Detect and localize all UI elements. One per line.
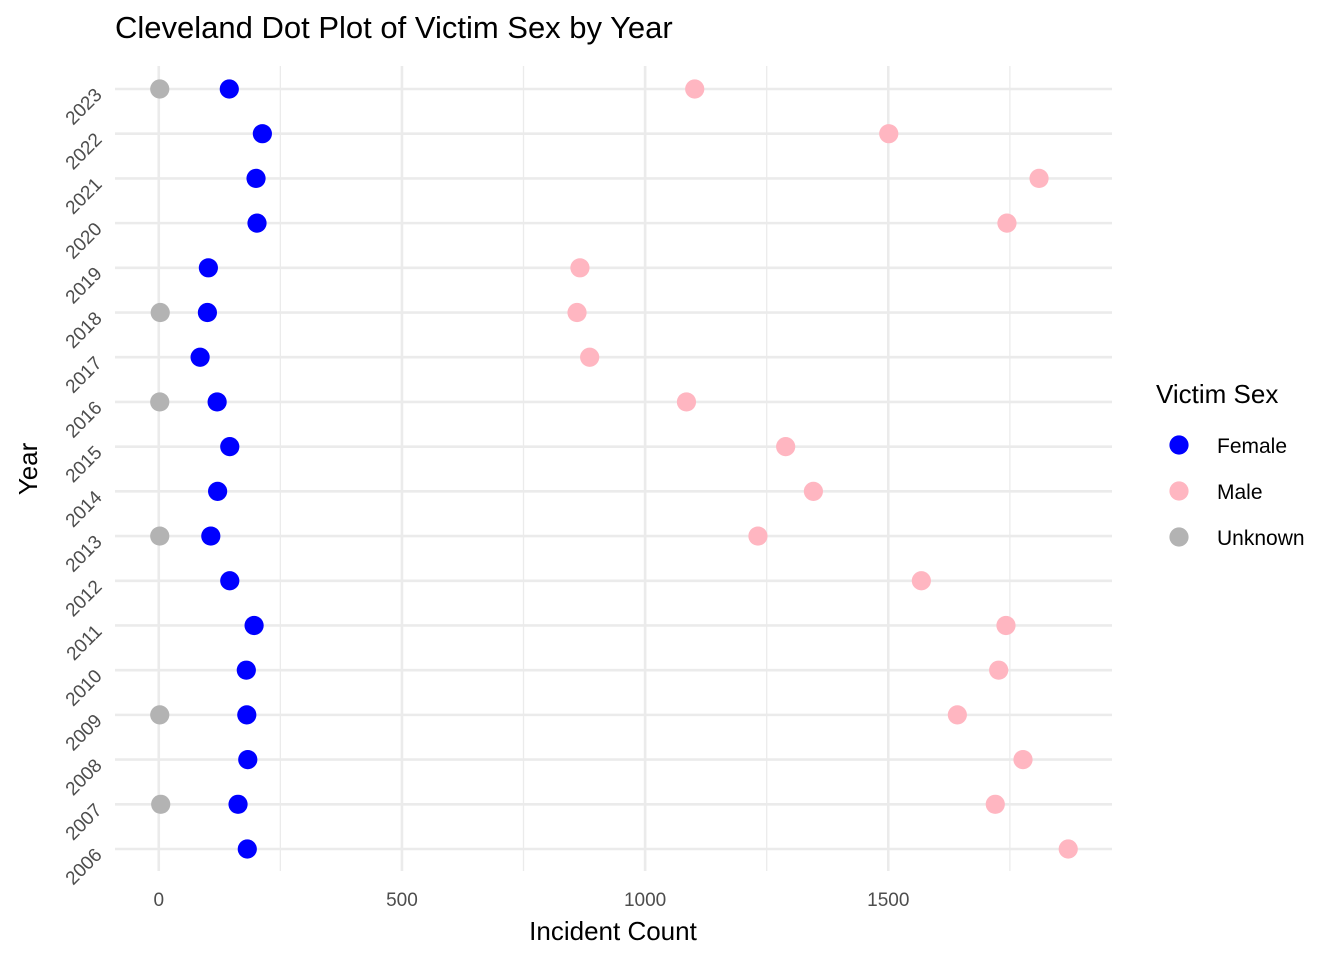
male-point-2022 xyxy=(879,124,899,144)
y-tick-label: 2015 xyxy=(62,442,107,487)
female-point-2019 xyxy=(198,258,218,278)
male-point-2015 xyxy=(776,437,796,457)
y-axis-title: Year xyxy=(13,442,43,495)
female-point-2006 xyxy=(237,839,257,859)
y-axis-ticks: 2006200720082009201020112012201320142015… xyxy=(62,85,107,890)
female-point-2009 xyxy=(237,705,257,725)
female-point-2007 xyxy=(228,794,248,814)
female-point-2018 xyxy=(197,302,218,323)
y-tick-label: 2020 xyxy=(62,219,107,264)
y-tick-label: 2012 xyxy=(62,576,107,621)
legend-key-female xyxy=(1169,435,1189,455)
male-point-2016 xyxy=(676,392,697,412)
legend-key-male xyxy=(1169,481,1189,501)
y-tick-label: 2011 xyxy=(63,621,107,665)
female-point-2021 xyxy=(246,168,266,189)
x-tick-label: 1500 xyxy=(867,890,909,911)
male-point-2007 xyxy=(985,794,1005,814)
y-tick-label: 2008 xyxy=(62,755,107,800)
female-point-2014 xyxy=(208,481,228,501)
unknown-point-2007 xyxy=(151,794,171,814)
female-point-2017 xyxy=(190,347,210,367)
x-axis-ticks: 0 500 1000 1500 xyxy=(153,890,909,911)
y-tick-label: 2023 xyxy=(62,85,107,130)
y-tick-label: 2014 xyxy=(62,487,107,532)
y-tick-label: 2016 xyxy=(62,398,107,443)
male-point-2019 xyxy=(570,258,590,278)
male-point-2013 xyxy=(748,526,768,546)
y-tick-label: 2017 xyxy=(62,353,107,398)
female-point-2015 xyxy=(220,437,240,457)
female-point-2011 xyxy=(244,615,264,636)
male-point-2020 xyxy=(997,213,1017,233)
y-tick-label: 2010 xyxy=(62,666,107,711)
x-tick-label: 500 xyxy=(386,890,418,911)
legend-label-unknown: Unknown xyxy=(1217,527,1305,550)
male-point-2010 xyxy=(989,660,1009,680)
x-axis-title: Incident Count xyxy=(529,916,697,946)
unknown-point-2009 xyxy=(150,705,170,725)
x-tick-label: 1000 xyxy=(624,890,666,911)
y-tick-label: 2022 xyxy=(62,129,107,174)
y-tick-label: 2009 xyxy=(62,711,107,756)
unknown-point-2018 xyxy=(150,302,170,323)
y-tick-label: 2007 xyxy=(62,800,107,845)
legend-label-female: Female xyxy=(1217,435,1287,458)
male-point-2006 xyxy=(1058,839,1078,859)
grid xyxy=(115,66,1112,871)
female-point-2022 xyxy=(252,124,272,144)
legend-label-male: Male xyxy=(1217,481,1263,504)
female-point-2012 xyxy=(220,571,240,591)
x-tick-label: 0 xyxy=(153,890,164,911)
y-tick-label: 2019 xyxy=(62,264,107,309)
legend: Victim Sex Female Male Unknown xyxy=(1156,379,1305,550)
y-tick-label: 2013 xyxy=(62,532,107,577)
female-point-2013 xyxy=(201,526,221,546)
female-point-2010 xyxy=(236,660,256,680)
y-tick-label: 2018 xyxy=(62,308,107,353)
legend-title: Victim Sex xyxy=(1156,379,1278,409)
y-tick-label: 2021 xyxy=(62,174,107,219)
unknown-point-2023 xyxy=(150,79,170,99)
female-point-2020 xyxy=(247,213,267,233)
male-point-2014 xyxy=(803,481,823,501)
unknown-point-2013 xyxy=(150,526,170,546)
unknown-point-2016 xyxy=(150,392,170,412)
male-point-2008 xyxy=(1013,749,1033,770)
male-point-2023 xyxy=(685,79,705,99)
data-points xyxy=(150,79,1078,859)
male-point-2021 xyxy=(1029,168,1049,189)
male-point-2009 xyxy=(947,705,967,725)
male-point-2018 xyxy=(567,302,587,323)
male-point-2012 xyxy=(911,571,931,591)
y-tick-label: 2006 xyxy=(62,845,107,890)
chart-title: Cleveland Dot Plot of Victim Sex by Year xyxy=(115,10,673,45)
legend-key-unknown xyxy=(1169,527,1189,547)
male-point-2011 xyxy=(996,615,1016,636)
female-point-2023 xyxy=(219,79,239,99)
female-point-2008 xyxy=(238,749,258,770)
female-point-2016 xyxy=(207,392,227,412)
male-point-2017 xyxy=(580,347,600,367)
